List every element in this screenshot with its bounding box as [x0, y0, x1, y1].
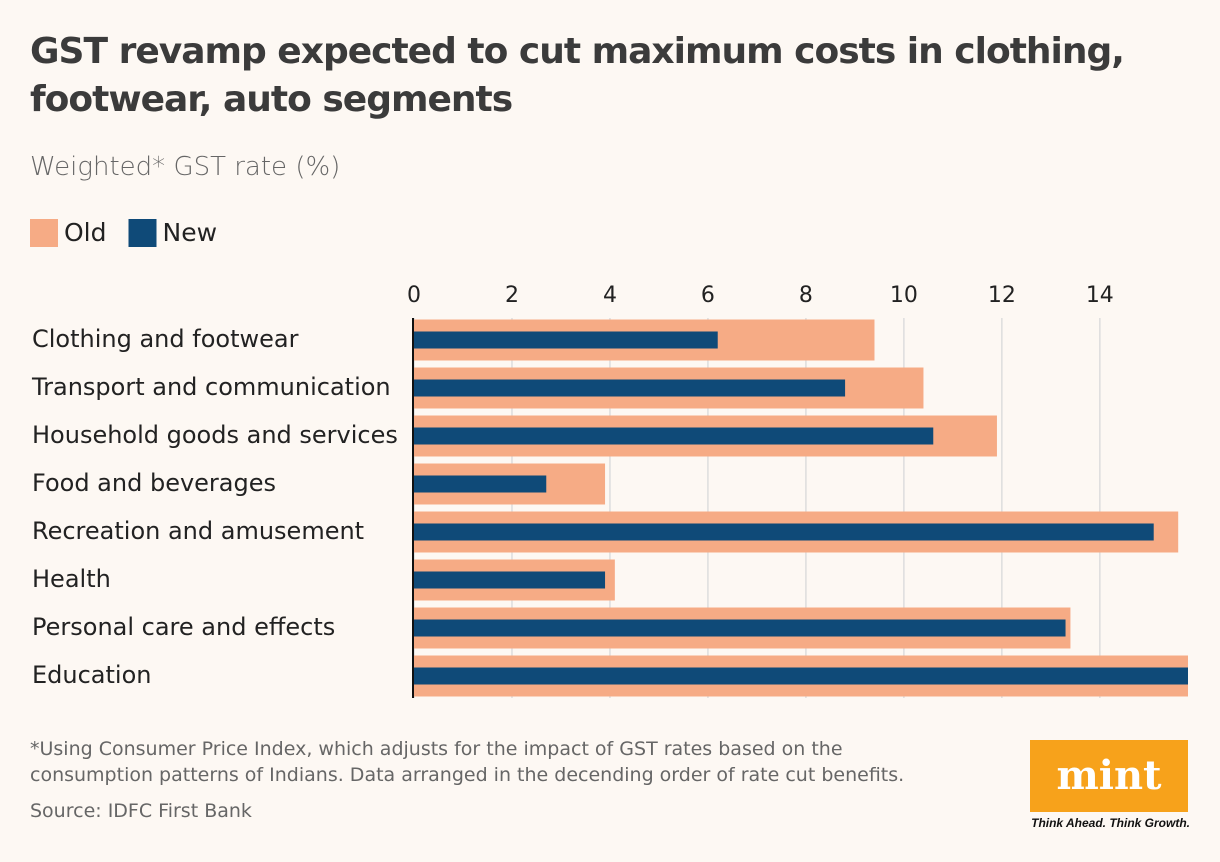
chart-title: GST revamp expected to cut maximum costs…	[30, 31, 1125, 120]
y-tick-label: Education	[32, 661, 151, 689]
legend-swatch	[128, 219, 157, 247]
legend-label: New	[163, 218, 218, 247]
y-tick-label: Recreation and amusement	[32, 517, 364, 545]
x-tick-label: 14	[1086, 283, 1114, 308]
x-tick-label: 0	[407, 283, 421, 308]
y-tick-label: Clothing and footwear	[32, 325, 299, 353]
x-tick-label: 12	[988, 283, 1016, 308]
tagline: Think Ahead. Think Growth.	[1031, 816, 1190, 830]
y-tick-label: Personal care and effects	[32, 613, 335, 641]
footnote: *Using Consumer Price Index, which adjus…	[30, 738, 905, 786]
y-tick-label: Health	[32, 565, 111, 593]
bar	[414, 667, 1188, 685]
x-tick-label: 4	[603, 283, 617, 308]
bar	[414, 331, 718, 349]
x-tick-label: 8	[799, 283, 813, 308]
x-tick-label: 6	[701, 283, 715, 308]
x-tick-label: 10	[890, 283, 918, 308]
chart: Old New 0 2 4 6 8 10 12 14 Clothing and footwear Tr…	[30, 218, 1188, 698]
x-tick-label: 2	[505, 283, 519, 308]
bar	[414, 619, 1066, 637]
y-tick-label: Transport and communication	[31, 373, 391, 401]
y-tick-label: Household goods and services	[32, 421, 398, 449]
bar	[414, 427, 934, 445]
legend-swatch	[30, 219, 58, 247]
legend-label: Old	[64, 218, 107, 247]
bar	[414, 475, 547, 493]
chart-subtitle: Weighted* GST rate (%)	[30, 152, 341, 182]
logo: mint	[1030, 740, 1188, 812]
bar	[414, 523, 1154, 541]
y-tick-label: Food and beverages	[32, 469, 276, 497]
source: Source: IDFC First Bank	[30, 800, 252, 822]
bar	[414, 379, 846, 397]
bar	[414, 571, 606, 589]
